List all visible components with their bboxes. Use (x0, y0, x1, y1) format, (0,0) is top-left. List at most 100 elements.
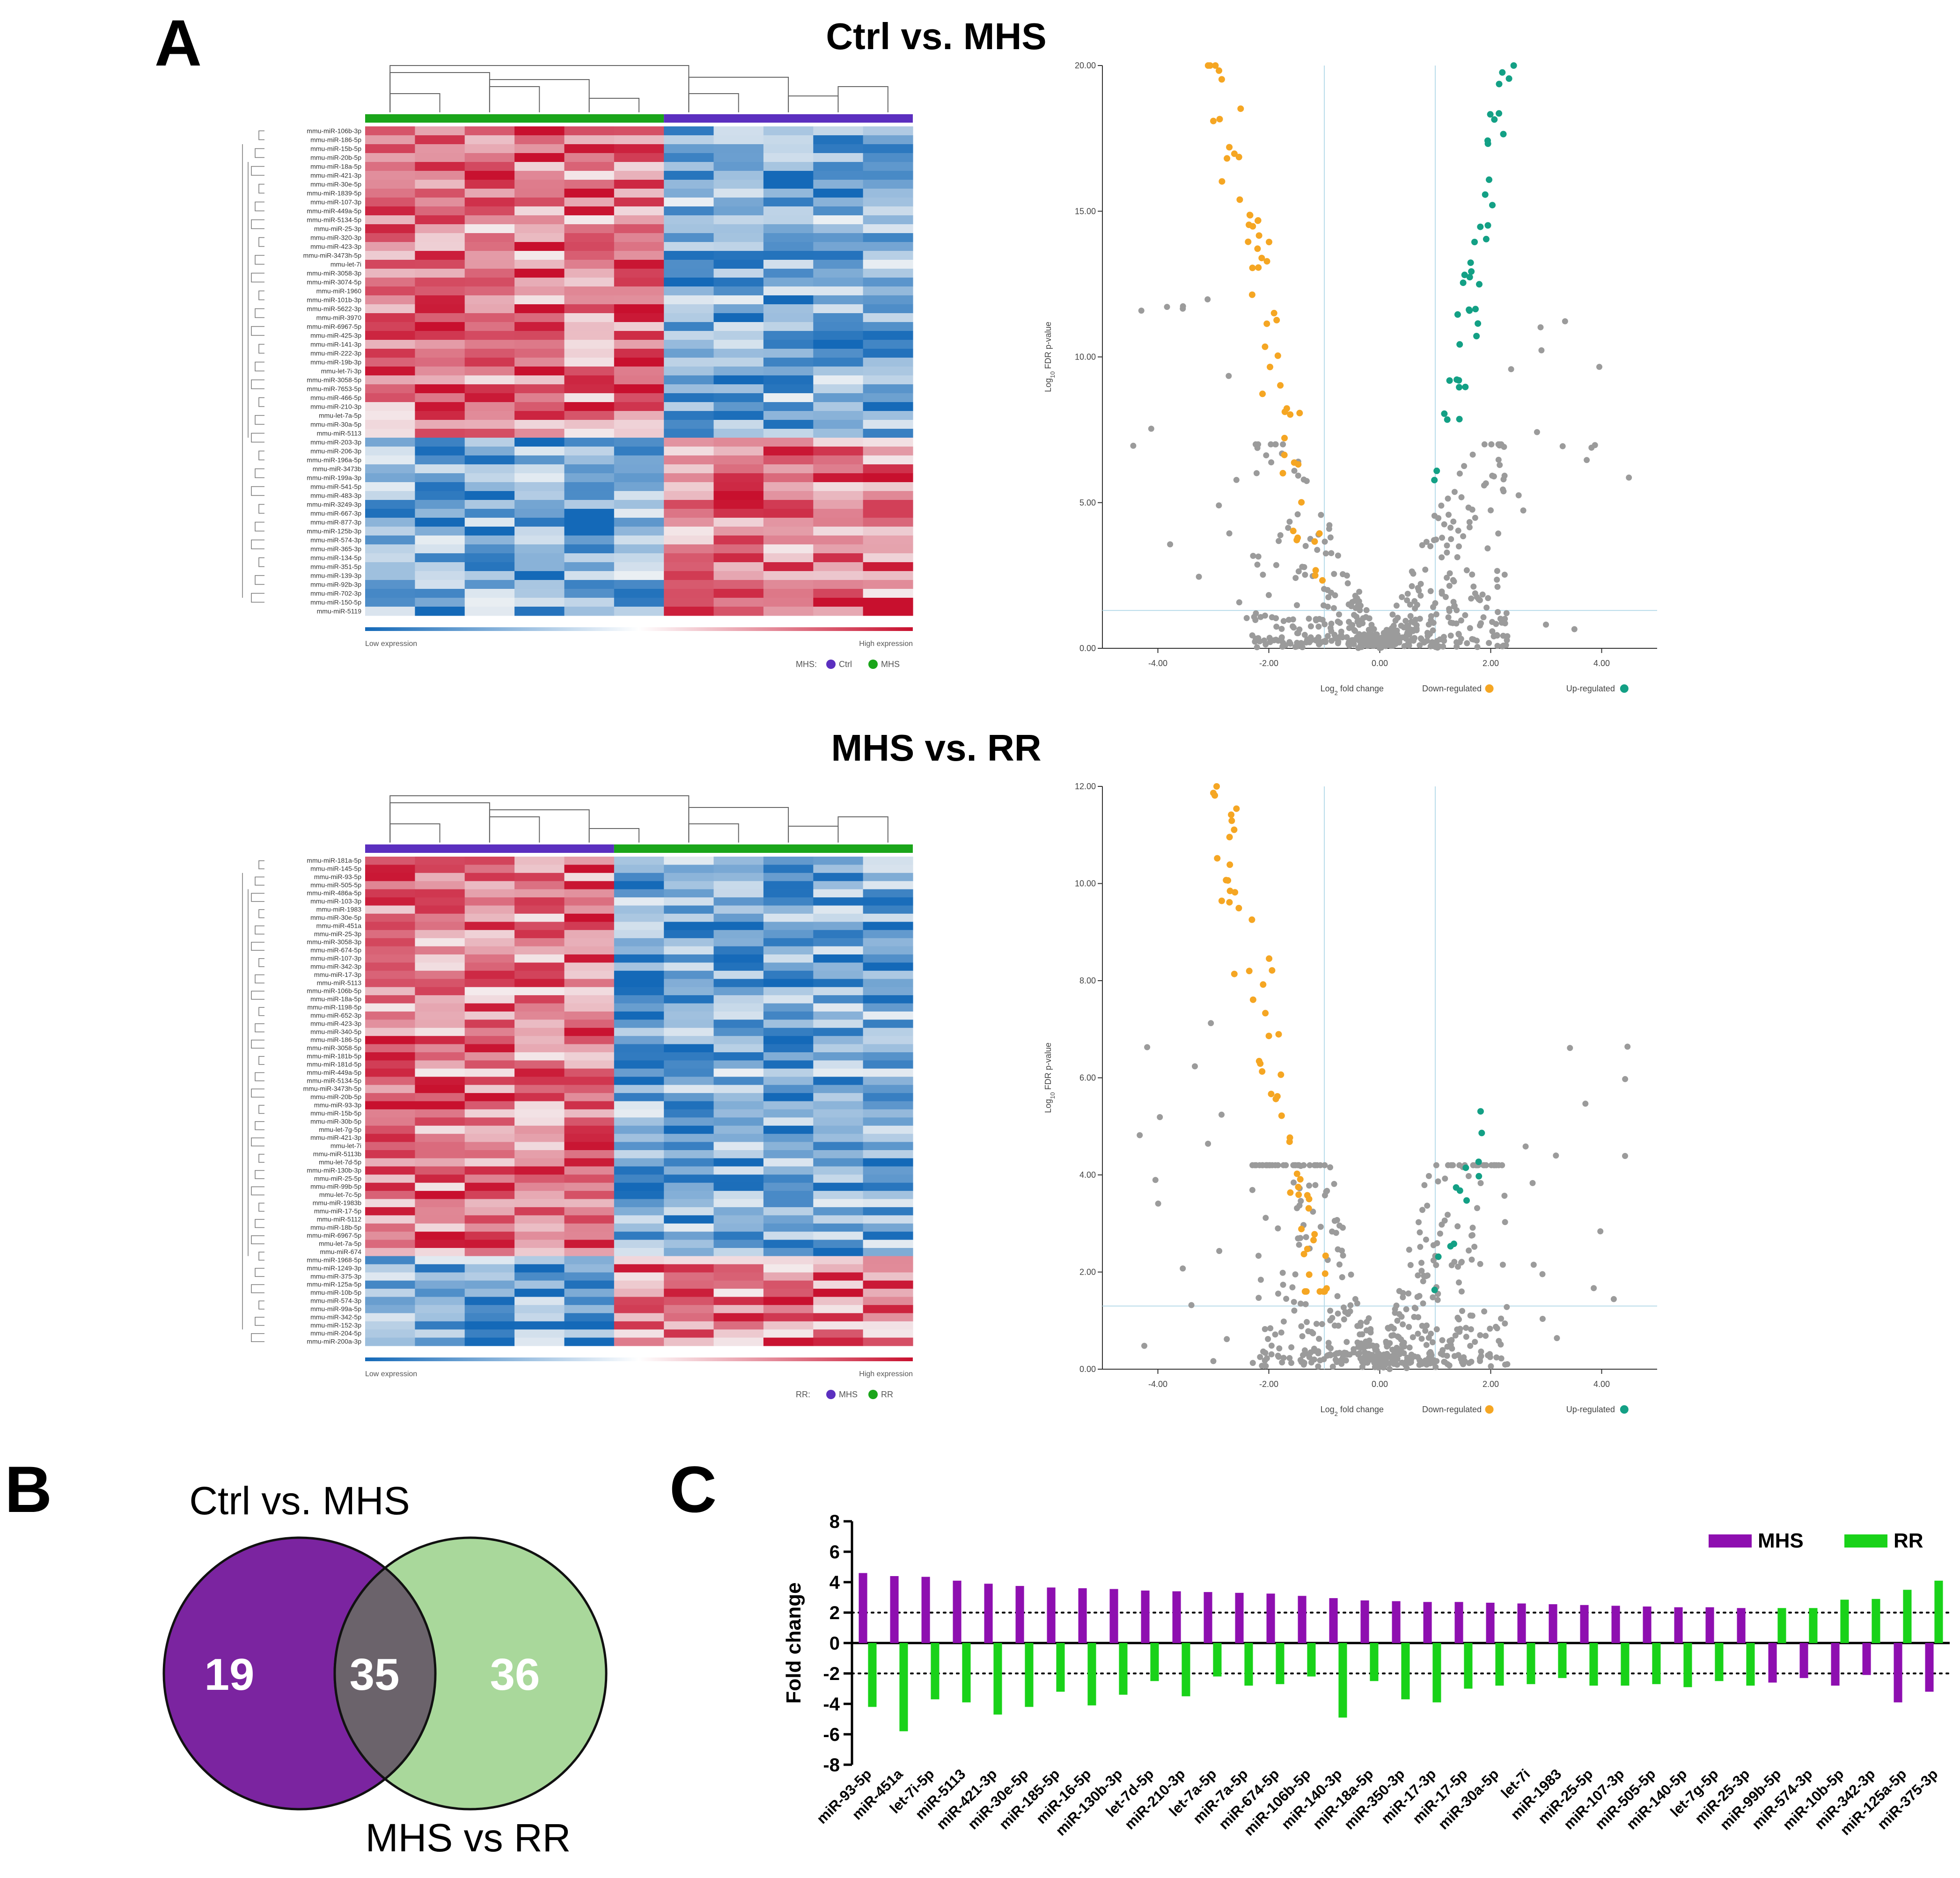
heatmap-cell (763, 571, 814, 580)
volcano-point-down (1311, 538, 1318, 545)
volcano-point-ns (1491, 1162, 1498, 1168)
volcano-point-ns (1316, 1335, 1322, 1342)
row-label: mmu-miR-125b-3p (307, 527, 361, 535)
volcano-point-ns (1439, 1221, 1445, 1228)
heatmap-cell (564, 873, 615, 881)
heatmap-cell (713, 278, 764, 287)
heatmap-cell (813, 1174, 864, 1183)
heatmap-cell (664, 979, 714, 988)
heatmap-cell (863, 1223, 913, 1232)
row-label: mmu-let-7i-3p (321, 367, 362, 374)
heatmap-cell (813, 491, 864, 500)
volcano-point-ns (1439, 1337, 1446, 1343)
volcano-point-ns (1329, 638, 1335, 644)
heatmap-cell (464, 1232, 515, 1240)
heatmap-cell (365, 1313, 415, 1322)
heatmap-cell (365, 995, 415, 1004)
heatmap-cell (564, 970, 615, 979)
y-tick-label: 20.00 (1075, 61, 1096, 70)
heatmap-cell (464, 224, 515, 234)
heatmap-cell (614, 930, 664, 939)
heatmap-mhs-vs-rr: mmu-miR-181a-5pmmu-miR-145-5pmmu-miR-93-… (242, 795, 913, 1399)
volcano-point-ns (1267, 1325, 1274, 1332)
volcano-point-ns (1502, 1320, 1508, 1327)
volcano-point-ns (1408, 1359, 1414, 1365)
venn-overlap-region (333, 1566, 437, 1781)
heatmap-cell (713, 1174, 764, 1183)
row-label: mmu-miR-196a-5p (307, 456, 361, 463)
heatmap-cell (813, 304, 864, 314)
heatmap-cell (863, 889, 913, 898)
volcano-point-up (1476, 1173, 1483, 1180)
row-dendrogram-branch (251, 219, 264, 229)
heatmap-cell (514, 189, 565, 198)
heatmap-cell (564, 562, 615, 572)
heatmap-cell (464, 1125, 515, 1134)
heatmap-cell (664, 1272, 714, 1281)
volcano-point-ns (1335, 640, 1341, 646)
heatmap-cell (763, 464, 814, 474)
heatmap-cell (664, 1199, 714, 1208)
row-label: mmu-miR-1968-5p (307, 1256, 361, 1264)
row-dendrogram-branch (251, 942, 264, 951)
heatmap-cell (365, 1191, 415, 1200)
volcano-point-ns (1266, 635, 1273, 641)
volcano-point-ns (1334, 1293, 1341, 1299)
volcano-point-down (1266, 239, 1272, 245)
legend-item-1: Ctrl (839, 660, 852, 669)
volcano-point-ns (1396, 1288, 1402, 1294)
heatmap-cell (813, 1101, 864, 1110)
heatmap-cell (813, 286, 864, 296)
heatmap-cell (514, 1232, 565, 1240)
heatmap-cell (664, 946, 714, 955)
x-tick-label: 4.00 (1593, 659, 1610, 668)
heatmap-cell (813, 198, 864, 207)
volcano-point-ns (1481, 441, 1488, 447)
heatmap-cell (813, 1020, 864, 1028)
heatmap-cell (614, 295, 664, 305)
heatmap-cell (863, 1207, 913, 1216)
heatmap-cell (365, 322, 415, 331)
heatmap-cell (664, 1117, 714, 1126)
volcano-point-ns (1477, 1332, 1483, 1338)
y-axis-label-subscript: 10 (1049, 371, 1056, 378)
heatmap-cell (614, 144, 664, 154)
heatmap-cell (564, 922, 615, 931)
heatmap-cell (863, 930, 913, 939)
volcano-point-ns (1626, 474, 1632, 481)
volcano-point-ns (1300, 477, 1307, 483)
volcano-point-ns (1499, 643, 1505, 650)
heatmap-cell (813, 438, 864, 447)
row-label: mmu-miR-125a-5p (307, 1281, 361, 1288)
volcano-point-ns (1490, 633, 1497, 639)
heatmap-cell (664, 384, 714, 394)
heatmap-cell (813, 1027, 864, 1036)
heatmap-cell (813, 544, 864, 554)
volcano-point-ns (1493, 621, 1499, 627)
heatmap-cell (614, 1256, 664, 1265)
volcano-point-ns (1254, 644, 1260, 651)
volcano-point-ns (1295, 568, 1302, 575)
heatmap-cell (514, 375, 565, 385)
volcano-point-ns (1442, 594, 1449, 600)
volcano-point-ns (1352, 628, 1358, 634)
heatmap-cell (464, 1093, 515, 1102)
volcano-point-ns (1295, 1235, 1301, 1242)
volcano-ctrl-vs-mhs: -4.00 -2.00 0.00 2.00 4.000.005.0010.0015.00… (1043, 61, 1657, 697)
heatmap-cell (564, 198, 615, 207)
volcano-point-down (1306, 1271, 1313, 1278)
volcano-point-down (1235, 154, 1242, 161)
row-dendrogram-branch (255, 575, 264, 585)
heatmap-cell (863, 527, 913, 536)
heatmap-cell (614, 571, 664, 580)
volcano-point-ns (1417, 592, 1424, 599)
heatmap-cell (763, 144, 814, 154)
heatmap-cell (713, 1052, 764, 1061)
volcano-point-ns (1433, 1162, 1439, 1168)
row-label: mmu-miR-18b-5p (310, 1224, 361, 1231)
volcano-point-ns (1439, 1347, 1446, 1353)
heatmap-cell (514, 1027, 565, 1036)
heatmap-cell (713, 215, 764, 225)
heatmap-cell (614, 598, 664, 607)
volcano-point-ns (1252, 617, 1259, 623)
